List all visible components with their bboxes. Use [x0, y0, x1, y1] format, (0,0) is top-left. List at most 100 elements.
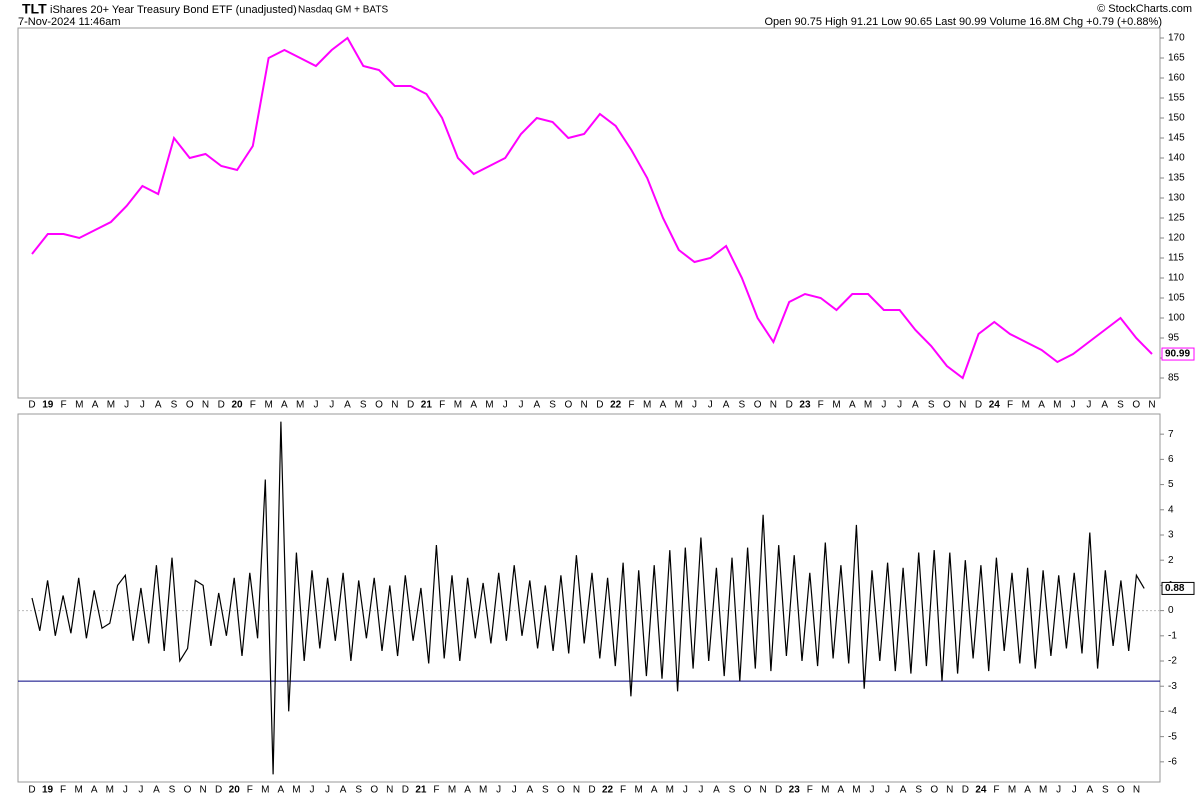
x-tick-label: 23: [789, 785, 801, 796]
x-tick-label: D: [28, 400, 35, 411]
x-tick-label: A: [1024, 785, 1031, 796]
x-tick-label: 20: [229, 785, 241, 796]
x-tick-label: M: [75, 400, 83, 411]
x-tick-label: A: [849, 400, 856, 411]
x-tick-label: D: [402, 785, 409, 796]
x-tick-label: S: [549, 400, 556, 411]
x-tick-label: N: [199, 785, 206, 796]
x-tick-label: 20: [232, 400, 244, 411]
y-tick-label: 120: [1168, 233, 1185, 244]
y-tick-label: -2: [1168, 656, 1177, 667]
x-tick-label: A: [1101, 400, 1108, 411]
x-tick-label: A: [838, 785, 845, 796]
x-tick-label: S: [355, 785, 362, 796]
last-value-box: [1161, 347, 1195, 361]
x-tick-label: M: [261, 785, 269, 796]
x-tick-label: F: [60, 400, 66, 411]
series-line: [31, 421, 1145, 775]
y-tick-label: 145: [1168, 133, 1185, 144]
x-tick-label: M: [107, 400, 115, 411]
x-tick-label: S: [739, 400, 746, 411]
x-tick-label: O: [754, 400, 762, 411]
x-tick-label: M: [106, 785, 114, 796]
x-tick-label: M: [643, 400, 651, 411]
y-tick-label: 105: [1168, 293, 1185, 304]
quote: Open 90.75 High 91.21 Low 90.65 Last 90.…: [765, 16, 1163, 28]
x-tick-label: A: [278, 785, 285, 796]
datetime: 7-Nov-2024 11:46am: [18, 16, 121, 28]
x-tick-label: A: [281, 400, 288, 411]
y-tick-label: 3: [1168, 530, 1174, 541]
last-value-box: [1161, 581, 1195, 595]
x-tick-label: A: [470, 400, 477, 411]
x-tick-label: S: [1102, 785, 1109, 796]
x-tick-label: J: [313, 400, 318, 411]
y-tick-label: 4: [1168, 504, 1174, 515]
x-tick-label: O: [564, 400, 572, 411]
y-tick-label: 165: [1168, 53, 1185, 64]
x-tick-label: J: [123, 785, 128, 796]
y-tick-label: -3: [1168, 681, 1177, 692]
x-tick-label: D: [218, 400, 225, 411]
y-tick-label: 125: [1168, 213, 1185, 224]
x-tick-label: J: [1072, 785, 1077, 796]
x-tick-label: A: [344, 400, 351, 411]
x-tick-label: M: [1022, 400, 1030, 411]
x-tick-label: 22: [610, 400, 622, 411]
x-tick-label: J: [885, 785, 890, 796]
x-tick-label: 23: [799, 400, 811, 411]
y-tick-label: 5: [1168, 479, 1174, 490]
x-tick-label: J: [881, 400, 886, 411]
y-tick-label: 170: [1168, 33, 1185, 44]
copyright: © StockCharts.com: [1097, 3, 1192, 15]
x-tick-label: J: [138, 785, 143, 796]
y-tick-label: 6: [1168, 454, 1174, 465]
x-tick-label: M: [296, 400, 304, 411]
x-tick-label: F: [247, 785, 253, 796]
x-tick-label: F: [433, 785, 439, 796]
x-tick-label: J: [692, 400, 697, 411]
x-tick-label: N: [202, 400, 209, 411]
x-tick-label: S: [542, 785, 549, 796]
x-tick-label: A: [533, 400, 540, 411]
x-tick-label: J: [698, 785, 703, 796]
x-tick-label: A: [900, 785, 907, 796]
x-tick-label: J: [140, 400, 145, 411]
x-tick-label: M: [454, 400, 462, 411]
x-tick-label: 19: [42, 400, 54, 411]
x-tick-label: J: [124, 400, 129, 411]
x-tick-label: A: [153, 785, 160, 796]
x-tick-label: D: [786, 400, 793, 411]
last-value-label: 0.88: [1165, 583, 1185, 594]
x-tick-label: 24: [989, 400, 1001, 411]
x-tick-label: M: [864, 400, 872, 411]
x-tick-label: M: [292, 785, 300, 796]
x-tick-label: A: [723, 400, 730, 411]
y-tick-label: 150: [1168, 113, 1185, 124]
x-tick-label: O: [1132, 400, 1140, 411]
y-tick-label: 85: [1168, 373, 1180, 384]
x-tick-label: M: [675, 400, 683, 411]
x-tick-label: A: [526, 785, 533, 796]
x-tick-label: S: [915, 785, 922, 796]
x-tick-label: M: [1008, 785, 1016, 796]
x-tick-label: O: [943, 400, 951, 411]
x-tick-label: N: [573, 785, 580, 796]
x-tick-label: J: [519, 400, 524, 411]
x-tick-label: N: [386, 785, 393, 796]
x-tick-label: F: [250, 400, 256, 411]
x-tick-label: O: [744, 785, 752, 796]
x-tick-label: M: [1053, 400, 1061, 411]
x-tick-label: J: [329, 400, 334, 411]
y-tick-label: 95: [1168, 333, 1180, 344]
x-tick-label: F: [807, 785, 813, 796]
x-tick-label: A: [660, 400, 667, 411]
y-tick-label: -5: [1168, 731, 1177, 742]
y-tick-label: 0: [1168, 605, 1174, 616]
x-tick-label: M: [74, 785, 82, 796]
x-tick-label: F: [818, 400, 824, 411]
x-tick-label: 21: [415, 785, 427, 796]
description: iShares 20+ Year Treasury Bond ETF (unad…: [50, 4, 297, 16]
x-tick-label: J: [512, 785, 517, 796]
